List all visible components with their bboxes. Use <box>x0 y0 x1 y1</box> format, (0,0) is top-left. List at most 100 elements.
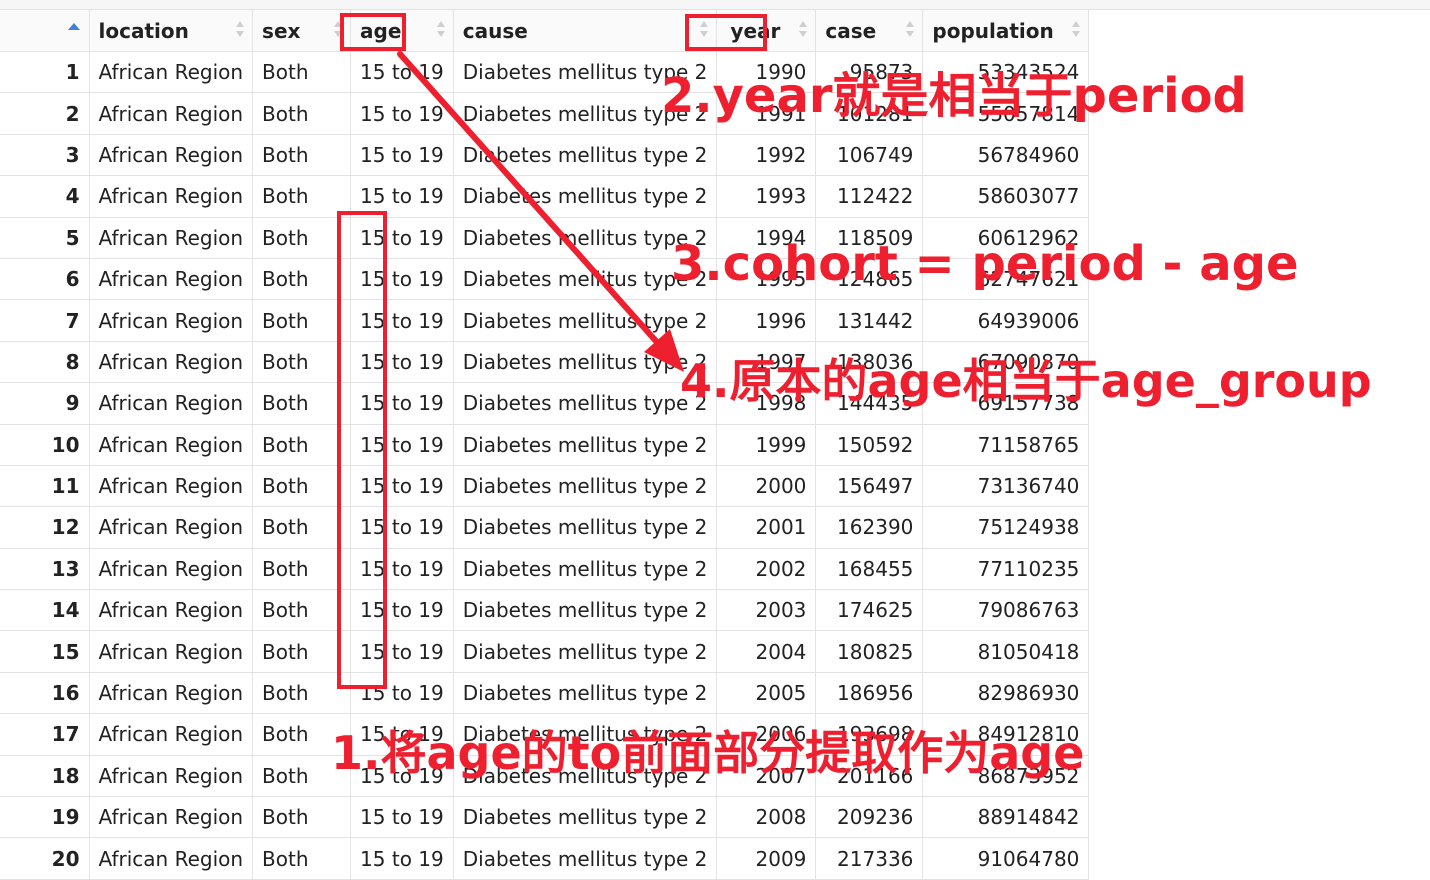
column-header-sex[interactable]: sex <box>252 10 352 52</box>
sort-arrows-icon[interactable] <box>236 21 245 39</box>
cell-cause: Diabetes mellitus type 2 <box>453 258 718 301</box>
table-row[interactable]: 15 African Region Both 15 to 19 Diabetes mel… <box>0 630 1090 673</box>
table-row[interactable]: 8 African Region Both 15 to 19 Diabetes mell… <box>0 341 1090 384</box>
row-number: 20 <box>0 837 90 880</box>
cell-year: 2000 <box>716 465 817 508</box>
cell-case: 112422 <box>815 175 924 218</box>
cell-population: 60612962 <box>922 217 1090 259</box>
table-row[interactable]: 5 African Region Both 15 to 19 Diabetes mell… <box>0 217 1090 259</box>
table-row[interactable]: 19 African Region Both 15 to 19 Diabetes mel… <box>0 796 1090 839</box>
cell-age: 15 to 19 <box>350 51 454 94</box>
column-header-population[interactable]: population <box>922 10 1090 52</box>
sort-arrows-icon[interactable] <box>906 21 915 39</box>
cell-cause: Diabetes mellitus type 2 <box>453 672 718 715</box>
cell-population: 71158765 <box>922 424 1090 466</box>
cell-year: 2009 <box>716 837 817 880</box>
table-row[interactable]: 16 African Region Both 15 to 19 Diabetes mel… <box>0 672 1090 715</box>
header-row: location sex age cause year case populat… <box>0 10 1090 52</box>
cell-sex: Both <box>252 672 352 715</box>
cell-case: 101281 <box>815 92 924 135</box>
cell-age: 15 to 19 <box>350 382 454 425</box>
cell-age: 15 to 19 <box>350 92 454 135</box>
cell-sex: Both <box>252 589 352 632</box>
table-row[interactable]: 7 African Region Both 15 to 19 Diabetes mell… <box>0 299 1090 342</box>
column-label: location <box>98 18 189 43</box>
cell-sex: Both <box>252 713 352 756</box>
table-row[interactable]: 10 African Region Both 15 to 19 Diabetes mel… <box>0 424 1090 466</box>
cell-case: 106749 <box>815 134 924 177</box>
column-header-age[interactable]: age <box>350 10 454 52</box>
table-row[interactable]: 11 African Region Both 15 to 19 Diabetes mel… <box>0 465 1090 508</box>
cell-year: 2006 <box>716 713 817 756</box>
sort-arrows-icon[interactable] <box>700 21 709 39</box>
cell-age: 15 to 19 <box>350 548 454 591</box>
table-row[interactable]: 2 African Region Both 15 to 19 Diabetes mell… <box>0 92 1090 135</box>
column-label: cause <box>462 18 528 43</box>
cell-case: 124865 <box>815 258 924 301</box>
cell-year: 1994 <box>716 217 817 259</box>
cell-sex: Both <box>252 175 352 218</box>
cell-location: African Region <box>89 175 254 218</box>
cell-population: 53343524 <box>922 51 1090 94</box>
cell-location: African Region <box>89 382 254 425</box>
cell-cause: Diabetes mellitus type 2 <box>453 465 718 508</box>
row-number: 17 <box>0 713 90 756</box>
column-label: age <box>360 18 402 43</box>
cell-case: 217336 <box>815 837 924 880</box>
cell-case: 131442 <box>815 299 924 342</box>
cell-year: 1993 <box>716 175 817 218</box>
cell-location: African Region <box>89 424 254 466</box>
table-row[interactable]: 3 African Region Both 15 to 19 Diabetes mell… <box>0 134 1090 177</box>
cell-population: 88914842 <box>922 796 1090 839</box>
cell-sex: Both <box>252 796 352 839</box>
cell-year: 1992 <box>716 134 817 177</box>
cell-year: 2007 <box>716 755 817 798</box>
cell-age: 15 to 19 <box>350 258 454 301</box>
cell-case: 168455 <box>815 548 924 591</box>
column-label: sex <box>262 18 301 43</box>
cell-location: African Region <box>89 341 254 384</box>
cell-cause: Diabetes mellitus type 2 <box>453 382 718 425</box>
cell-cause: Diabetes mellitus type 2 <box>453 755 718 798</box>
sort-arrows-icon[interactable] <box>1072 21 1081 39</box>
cell-sex: Both <box>252 217 352 259</box>
cell-cause: Diabetes mellitus type 2 <box>453 837 718 880</box>
cell-location: African Region <box>89 134 254 177</box>
cell-cause: Diabetes mellitus type 2 <box>453 548 718 591</box>
table-row[interactable]: 9 African Region Both 15 to 19 Diabetes mell… <box>0 382 1090 425</box>
table-row[interactable]: 6 African Region Both 15 to 19 Diabetes mell… <box>0 258 1090 301</box>
cell-cause: Diabetes mellitus type 2 <box>453 506 718 549</box>
column-header-year[interactable]: year <box>716 10 817 52</box>
table-row[interactable]: 14 African Region Both 15 to 19 Diabetes mel… <box>0 589 1090 632</box>
column-header-cause[interactable]: cause <box>453 10 718 52</box>
table-row[interactable]: 1 African Region Both 15 to 19 Diabetes mell… <box>0 51 1090 94</box>
sort-arrows-icon[interactable] <box>334 21 343 39</box>
table-row[interactable]: 12 African Region Both 15 to 19 Diabetes mel… <box>0 506 1090 549</box>
row-number: 3 <box>0 134 90 177</box>
cell-cause: Diabetes mellitus type 2 <box>453 589 718 632</box>
sort-arrows-icon[interactable] <box>799 21 808 39</box>
cell-year: 1997 <box>716 341 817 384</box>
cell-case: 150592 <box>815 424 924 466</box>
cell-population: 91064780 <box>922 837 1090 880</box>
cell-location: African Region <box>89 92 254 135</box>
cell-age: 15 to 19 <box>350 630 454 673</box>
sort-arrows-icon[interactable] <box>436 21 445 39</box>
column-label: case <box>825 18 877 43</box>
row-number-header[interactable] <box>0 10 90 52</box>
cell-case: 138036 <box>815 341 924 384</box>
cell-age: 15 to 19 <box>350 713 454 756</box>
column-header-location[interactable]: location <box>89 10 254 52</box>
table-row[interactable]: 13 African Region Both 15 to 19 Diabetes mel… <box>0 548 1090 591</box>
cell-case: 186956 <box>815 672 924 715</box>
cell-sex: Both <box>252 548 352 591</box>
table-row[interactable]: 17 African Region Both 15 to 19 Diabetes mel… <box>0 713 1090 756</box>
table-row[interactable]: 4 African Region Both 15 to 19 Diabetes mell… <box>0 175 1090 218</box>
row-number: 2 <box>0 92 90 135</box>
cell-year: 2008 <box>716 796 817 839</box>
table-row[interactable]: 20 African Region Both 15 to 19 Diabetes mel… <box>0 837 1090 880</box>
cell-location: African Region <box>89 630 254 673</box>
cell-location: African Region <box>89 548 254 591</box>
table-row[interactable]: 18 African Region Both 15 to 19 Diabetes mel… <box>0 755 1090 798</box>
column-header-case[interactable]: case <box>815 10 924 52</box>
